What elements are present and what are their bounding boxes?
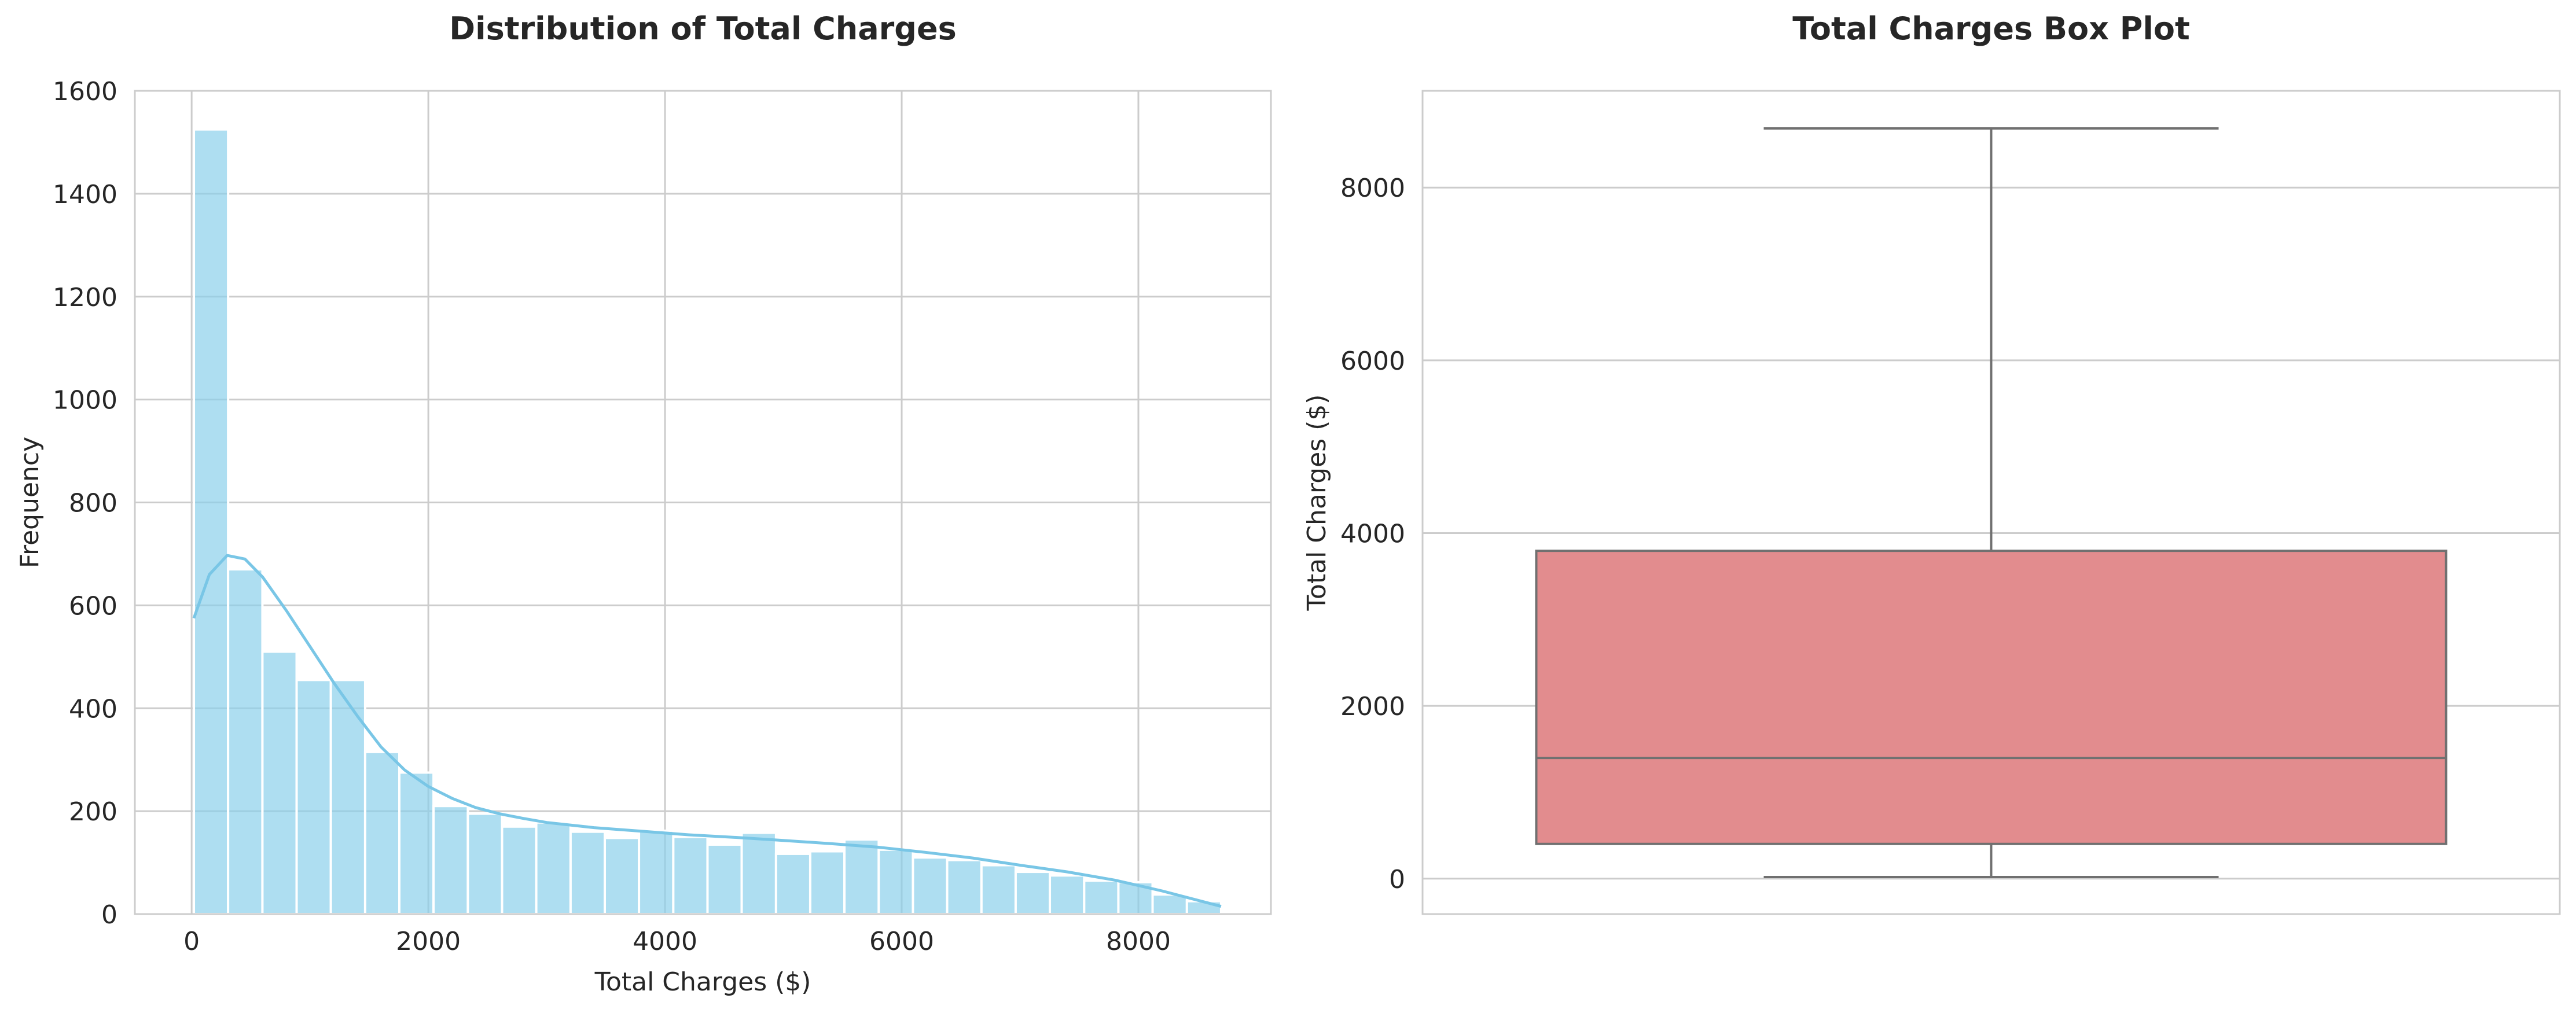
histogram-bar xyxy=(501,825,538,916)
histogram-bar xyxy=(877,848,914,915)
histogram-bar xyxy=(672,835,709,915)
histogram-x-tick-label: 4000 xyxy=(633,927,697,956)
histogram-y-tick-label: 1200 xyxy=(53,283,117,312)
histogram-plot-frame xyxy=(134,90,1272,915)
boxplot-y-tick-label: 4000 xyxy=(1340,520,1405,549)
histogram-gridlines xyxy=(135,90,1271,915)
histogram-bar xyxy=(603,837,641,916)
histogram-y-tick-label: 1000 xyxy=(53,386,117,415)
histogram-bar xyxy=(912,856,949,915)
boxplot-title: Total Charges Box Plot xyxy=(1792,10,2190,47)
histogram-bar xyxy=(946,859,983,915)
histogram-bar xyxy=(193,128,230,915)
boxplot-y-tick-label: 6000 xyxy=(1340,347,1405,376)
histogram-x-tick-label: 2000 xyxy=(396,927,461,956)
kde-curve xyxy=(192,554,1222,908)
histogram-bar xyxy=(398,771,435,915)
histogram-x-axis-label: Total Charges ($) xyxy=(594,967,811,997)
histogram-title: Distribution of Total Charges xyxy=(449,10,956,47)
histogram-bar xyxy=(843,838,880,916)
histogram-bar xyxy=(466,812,504,916)
histogram-x-tick-labels: 0 2000 4000 6000 8000 xyxy=(183,927,1171,956)
boxplot-y-tick-label: 8000 xyxy=(1340,174,1405,203)
histogram-x-tick-label: 8000 xyxy=(1106,927,1171,956)
histogram-y-tick-label: 600 xyxy=(69,591,117,621)
histogram-y-tick-label: 400 xyxy=(69,694,117,724)
histogram-x-tick-label: 0 xyxy=(183,927,200,956)
boxplot-panel: 0 2000 4000 6000 8000 Total Charges Box Plot… xyxy=(1302,10,2561,915)
boxplot-y-tick-label: 0 xyxy=(1389,865,1405,894)
histogram-y-tick-label: 1600 xyxy=(53,77,117,106)
histogram-bar xyxy=(809,850,846,915)
boxplot-plot-frame xyxy=(1421,90,2561,915)
histogram-bar xyxy=(535,821,572,916)
histogram-bar xyxy=(432,805,469,915)
boxplot-y-tick-label: 2000 xyxy=(1340,692,1405,721)
boxplot-y-tick-labels: 0 2000 4000 6000 8000 xyxy=(1340,174,1405,894)
histogram-y-tick-label: 0 xyxy=(101,900,117,930)
boxplot-y-axis-label: Total Charges ($) xyxy=(1302,395,1332,612)
histogram-bar xyxy=(980,864,1017,916)
histogram-bars xyxy=(193,128,1222,916)
histogram-y-tick-label: 800 xyxy=(69,489,117,518)
histogram-bar xyxy=(638,829,675,916)
histogram-y-tick-labels: 0 200 400 600 800 1000 1200 1400 1600 xyxy=(53,77,117,930)
histogram-bar xyxy=(329,679,366,915)
histogram-bar xyxy=(363,750,401,916)
histogram-panel: 0 2000 4000 6000 8000 0 200 400 600 800 1000 1200 1… xyxy=(15,10,1272,997)
histogram-y-tick-label: 1400 xyxy=(53,180,117,209)
histogram-bar xyxy=(227,568,264,915)
boxplot-box xyxy=(1535,550,2448,845)
histogram-bar xyxy=(261,650,298,915)
histogram-bar xyxy=(569,830,606,915)
histogram-bar xyxy=(295,679,332,915)
histogram-bar xyxy=(1049,874,1086,915)
histogram-bar xyxy=(1083,879,1120,916)
histogram-x-tick-label: 6000 xyxy=(869,927,934,956)
histogram-bar xyxy=(1014,871,1052,916)
histogram-bar xyxy=(706,843,743,915)
histogram-bar xyxy=(774,852,811,915)
histogram-bar xyxy=(740,831,777,916)
histogram-y-tick-label: 200 xyxy=(69,797,117,827)
histogram-y-axis-label: Frequency xyxy=(15,437,45,568)
